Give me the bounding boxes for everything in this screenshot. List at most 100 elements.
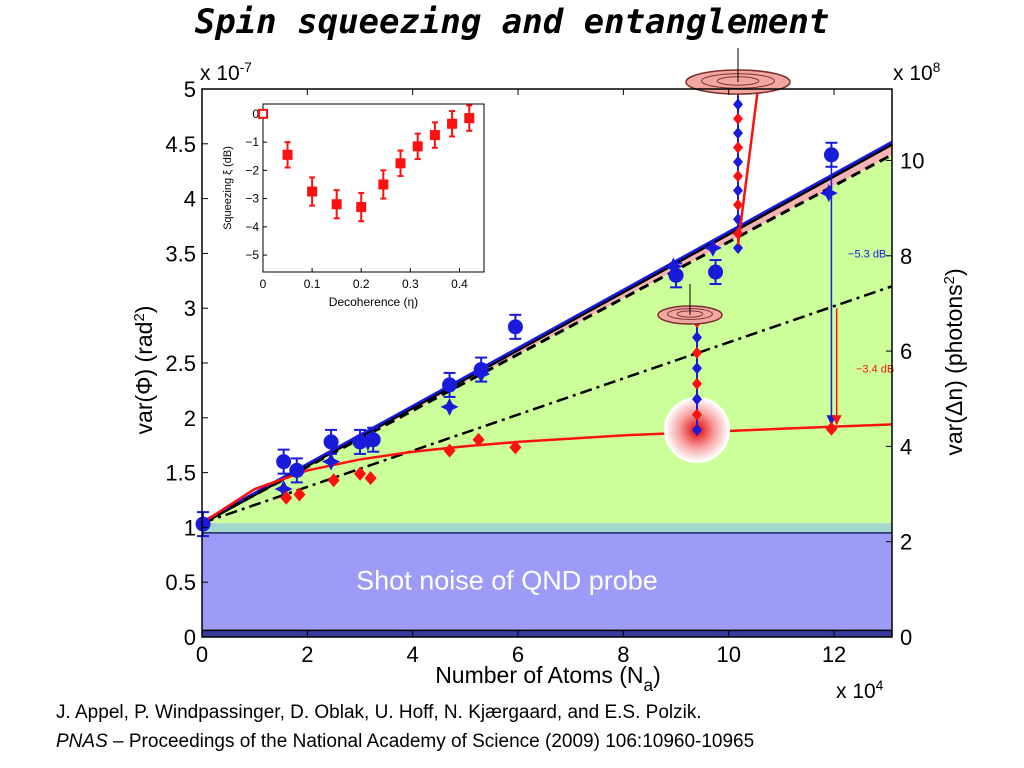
inset-x-tick-label: 0.4	[451, 277, 468, 291]
photon-chain-large-bead	[733, 141, 743, 154]
y-tick-label: 2.5	[165, 351, 196, 376]
data-point-red-diamond	[280, 490, 293, 505]
slide-title: Spin squeezing and entanglement	[194, 2, 830, 42]
data-point-red-diamond	[327, 473, 340, 488]
x-tick-label: 8	[617, 642, 629, 667]
data-point-blue-star	[274, 480, 293, 499]
red-arrow-head	[831, 415, 842, 426]
inset-y-axis-label: Squeezing ξ (dB)	[222, 146, 234, 230]
photon-chain-large-bead	[733, 98, 743, 111]
x-multiplier: x 104	[836, 678, 884, 703]
y2-tick-label: 0	[900, 625, 912, 650]
y-tick-label: 2	[184, 406, 196, 431]
inset-y-tick-label: −4	[245, 220, 259, 234]
inset-data-point	[331, 199, 342, 210]
photon-chain-small-bead	[692, 331, 702, 344]
photon-chain-large-bead	[733, 184, 743, 197]
inset-data-point	[412, 141, 423, 152]
tilt-line	[736, 87, 760, 246]
data-point-blue-star	[358, 432, 377, 451]
y-tick-label: 1.5	[165, 461, 196, 486]
inset-x-axis-label: Decoherence (η)	[329, 295, 418, 309]
data-point-red-diamond	[354, 466, 367, 481]
data-point-blue-star	[664, 257, 683, 276]
y-tick-label: 3	[184, 296, 196, 321]
photon-chain-small-bead	[692, 377, 702, 390]
data-point-red-diamond	[509, 440, 522, 455]
dashed-line	[201, 153, 893, 525]
data-point-blue-star	[703, 238, 722, 257]
inset-x-tick-label: 0.1	[304, 277, 321, 291]
data-point-red-diamond	[364, 471, 377, 486]
inset-y-tick-label: −3	[245, 192, 259, 206]
y-tick-label: 4.5	[165, 132, 196, 157]
y-tick-label: 0	[184, 625, 196, 650]
reference-journal: PNAS – Proceedings of the National Acade…	[56, 731, 754, 753]
squeezing-fit-curve	[201, 423, 893, 525]
data-point-blue-circle	[195, 516, 211, 532]
data-point-blue-circle	[708, 264, 724, 280]
x-tick-label: 12	[822, 642, 846, 667]
x-tick-label: 6	[512, 642, 524, 667]
data-point-red-diamond	[472, 432, 485, 447]
photon-chain-small-bead	[692, 346, 702, 359]
dark-band	[202, 630, 892, 637]
inset-data-point	[258, 108, 268, 119]
y-tick-label: 0.5	[165, 570, 196, 595]
inset-y-tick-label: 0	[252, 107, 259, 121]
data-point-blue-circle	[276, 454, 292, 470]
shot-noise-band	[202, 532, 892, 631]
projection-noise-line-blue	[201, 140, 893, 524]
x-tick-label: 0	[196, 642, 208, 667]
inset-frame	[262, 103, 485, 273]
inset-data-point	[307, 186, 318, 197]
y-axis-label: var(Φ) (rad2)	[131, 306, 157, 435]
shot-noise-label: Shot noise of QND probe	[356, 566, 658, 596]
journal-name: PNAS	[56, 731, 108, 752]
reference-authors: J. Appel, P. Windpassinger, D. Oblak, U.…	[56, 702, 702, 723]
db-annotation-1: −3.4 dB	[856, 363, 894, 375]
data-point-blue-circle	[823, 147, 839, 163]
inset-x-tick-label: 0	[260, 277, 267, 291]
y-tick-label: 4	[184, 187, 196, 212]
photon-chain-large-bead	[733, 112, 743, 125]
y2-axis-label: var(Δn) (photons2)	[941, 268, 967, 455]
data-point-blue-circle	[323, 434, 339, 450]
y2-tick-label: 4	[900, 434, 912, 459]
inset-data-point	[429, 130, 440, 141]
db-annotation-0: −5.3 dB	[848, 248, 886, 260]
photon-chain-small-bead	[692, 362, 702, 375]
x-tick-label: 4	[407, 642, 419, 667]
data-point-blue-star	[440, 397, 459, 416]
inset-x-tick-label: 0.3	[402, 277, 419, 291]
inset-y-tick-label: −2	[245, 163, 259, 177]
y-multiplier: x 10-7	[200, 60, 252, 85]
photon-chain-large-bead	[733, 242, 743, 254]
photon-chain-large-bead	[733, 170, 743, 183]
uncertainty-disc-top	[685, 48, 791, 95]
inset-data-point	[356, 202, 367, 213]
photon-chain-small-bead	[692, 424, 702, 436]
data-point-blue-star	[819, 184, 838, 203]
main-plot: Shot noise of QND probe −5.3 dB −3.4 dB 0 2 4…	[131, 48, 967, 703]
x-tick-label: 2	[301, 642, 313, 667]
inset-y-tick-label: −1	[245, 135, 259, 149]
photon-chain-large-bead	[733, 155, 743, 168]
data-point-blue-circle	[507, 319, 523, 335]
inset-data-point	[282, 149, 293, 160]
x-tick-label: 10	[716, 642, 740, 667]
y-tick-label: 5	[184, 77, 196, 102]
y2-multiplier: x 108	[893, 60, 940, 85]
photon-chain-small-bead	[692, 393, 702, 406]
y-tick-label: 3.5	[165, 241, 196, 266]
inset-plot: 0 0.1 0.2 0.3 0.4 0 −1 −2 −3 −4 −5 Decoherence (η) S…	[221, 96, 498, 326]
x-axis-label: Number of Atoms (Na)	[435, 662, 661, 695]
data-point-blue-circle	[442, 377, 458, 393]
uncertainty-disc-mid	[657, 284, 723, 325]
inset-data-point	[395, 158, 406, 169]
y2-tick-label: 8	[900, 244, 912, 269]
data-point-red-diamond	[825, 421, 838, 436]
y-tick-label: 1	[184, 515, 196, 540]
y2-tick-label: 6	[900, 339, 912, 364]
inset-x-tick-label: 0.2	[353, 277, 370, 291]
